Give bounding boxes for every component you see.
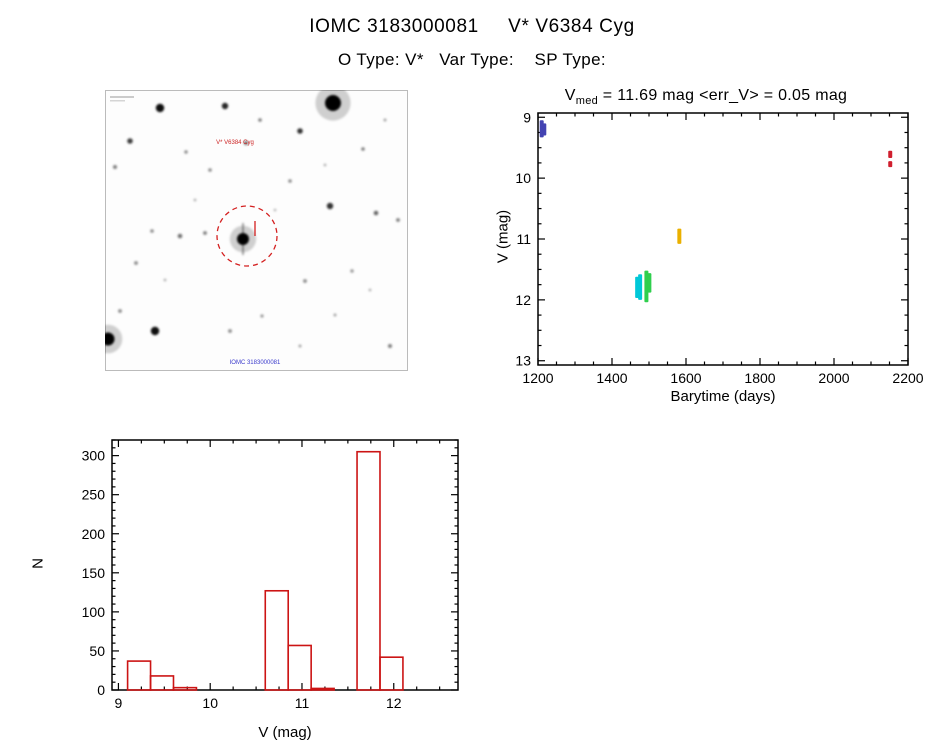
svg-text:2200: 2200 (892, 370, 923, 386)
lightcurve-yaxis-label: V (mag) (494, 209, 512, 264)
svg-text:100: 100 (82, 604, 106, 620)
svg-text:9: 9 (523, 109, 531, 125)
svg-text:1800: 1800 (744, 370, 775, 386)
page-title: IOMC 3183000081 V* V6384 Cyg (309, 16, 635, 37)
svg-text:250: 250 (82, 487, 106, 503)
lightcurve-plot: 1200 1400 1600 1800 2000 2200 9 10 11 12 13 (515, 109, 923, 386)
finder-annotation-top: V* V6384 Cyg (216, 140, 254, 146)
page-subtitle: O Type: V* Var Type: SP Type: (337, 50, 607, 69)
histogram-bar (126, 660, 152, 691)
lightcurve-series-epoch-4 (677, 228, 682, 244)
lightcurve-series-epoch-3 (647, 273, 652, 293)
svg-text:50: 50 (89, 643, 105, 659)
svg-text:11: 11 (295, 695, 310, 711)
svg-text:1600: 1600 (670, 370, 701, 386)
finder-chart-frame (105, 90, 408, 371)
histogram-yaxis-label: N (29, 558, 47, 569)
finder-chart-image: V* V6384 Cyg IOMC 3183000081 (93, 85, 408, 371)
svg-text:1200: 1200 (522, 370, 553, 386)
histogram-bar (172, 686, 198, 691)
lightcurve-title-rest: = 11.69 mag <err_V> = 0.05 mag (598, 87, 848, 104)
finder-annotation-bottom: IOMC 3183000081 (230, 360, 281, 366)
histogram-bar (310, 687, 335, 691)
lightcurve-series-epoch-5 (888, 161, 893, 168)
svg-text:10: 10 (202, 695, 218, 711)
svg-text:13: 13 (515, 353, 531, 369)
svg-text:12: 12 (386, 695, 402, 711)
histogram-bar (356, 450, 381, 691)
lightcurve-title-v: V (564, 87, 576, 104)
histogram-bar (149, 675, 175, 691)
svg-text:0: 0 (97, 682, 105, 698)
lightcurve-xaxis-label: Barytime (days) (670, 388, 776, 405)
svg-text:200: 200 (82, 526, 106, 542)
histogram-bar (287, 644, 312, 691)
svg-text:2000: 2000 (818, 370, 849, 386)
star-field (93, 85, 400, 354)
svg-text:150: 150 (82, 565, 106, 581)
lightcurve-series-epoch-2 (638, 274, 643, 300)
lightcurve-series-epoch-1 (542, 123, 547, 136)
corner-annotation-illegible (110, 96, 134, 102)
histogram-plot: 9 10 11 12 0 50 100 150 200 250 300 (82, 439, 459, 711)
svg-text:11: 11 (516, 231, 531, 247)
lightcurve-title: Vmed = 11.69 mag <err_V> = 0.05 mag (500, 87, 912, 107)
svg-text:300: 300 (82, 448, 106, 464)
svg-text:1400: 1400 (596, 370, 627, 386)
svg-text:9: 9 (115, 695, 123, 711)
lightcurve-series-epoch-5 (888, 150, 893, 159)
histogram-bar (264, 589, 290, 691)
histogram-xaxis-label: V (mag) (258, 724, 312, 741)
svg-text:10: 10 (515, 170, 531, 186)
lightcurve-title-sub: med (575, 95, 599, 108)
target-marker-circle (216, 205, 278, 267)
histogram-bar (379, 656, 404, 691)
svg-text:12: 12 (515, 292, 531, 308)
finder-chart: V* V6384 Cyg IOMC 3183000081 (93, 85, 408, 371)
